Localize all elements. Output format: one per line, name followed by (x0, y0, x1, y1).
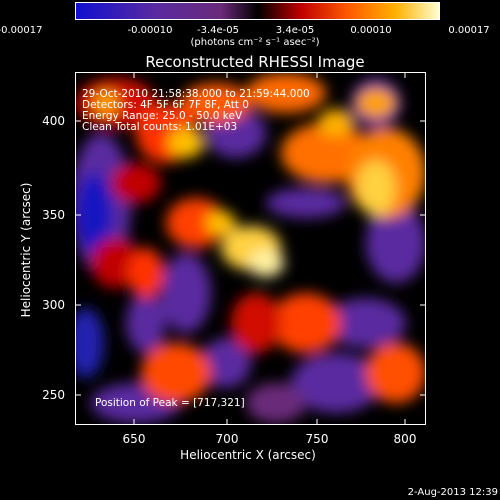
y-tick-label: 300 (42, 298, 65, 312)
y-axis-label: Heliocentric Y (arcsec) (19, 182, 33, 318)
colorbar-tick-label: -3.4e-05 (197, 25, 239, 36)
colorbar-tick-label: 3.4e-05 (275, 25, 315, 36)
colorbar-units: (photons cm⁻² s⁻¹ asec⁻²) (190, 37, 320, 48)
y-tick-label: 400 (42, 114, 65, 128)
y-tick-label: 250 (42, 388, 65, 402)
info-line-energy: Energy Range: 25.0 - 50.0 keV (82, 110, 243, 122)
y-tick-label: 350 (42, 208, 65, 222)
peak-position: Position of Peak = [717,321] (95, 397, 245, 409)
footer-timestamp: 2-Aug-2013 12:39 (407, 487, 498, 498)
x-tick-label: 650 (122, 432, 146, 446)
colorbar-tick-label: -0.00017 (0, 25, 43, 36)
colorbar-tick-label: -0.00010 (127, 25, 173, 36)
colorbar-tick-label: 0.00017 (448, 25, 490, 36)
heatmap-plot: 29-Oct-2010 21:58:38.000 to 21:59:44.000… (75, 72, 426, 425)
info-line-detectors: Detectors: 4F 5F 6F 7F 8F, Att 0 (82, 99, 249, 111)
x-tick-label: 800 (393, 432, 417, 446)
colorbar (75, 2, 440, 20)
colorbar-tick-label: 0.00010 (350, 25, 392, 36)
heatmap-image (76, 73, 425, 424)
x-tick-label: 700 (215, 432, 239, 446)
image-title: Reconstructed RHESSI Image (145, 53, 365, 71)
x-tick-label: 750 (305, 432, 329, 446)
info-line-time: 29-Oct-2010 21:58:38.000 to 21:59:44.000 (82, 88, 310, 100)
x-axis-label: Heliocentric X (arcsec) (180, 448, 316, 462)
info-line-clean: Clean Total counts: 1.01E+03 (82, 121, 238, 133)
